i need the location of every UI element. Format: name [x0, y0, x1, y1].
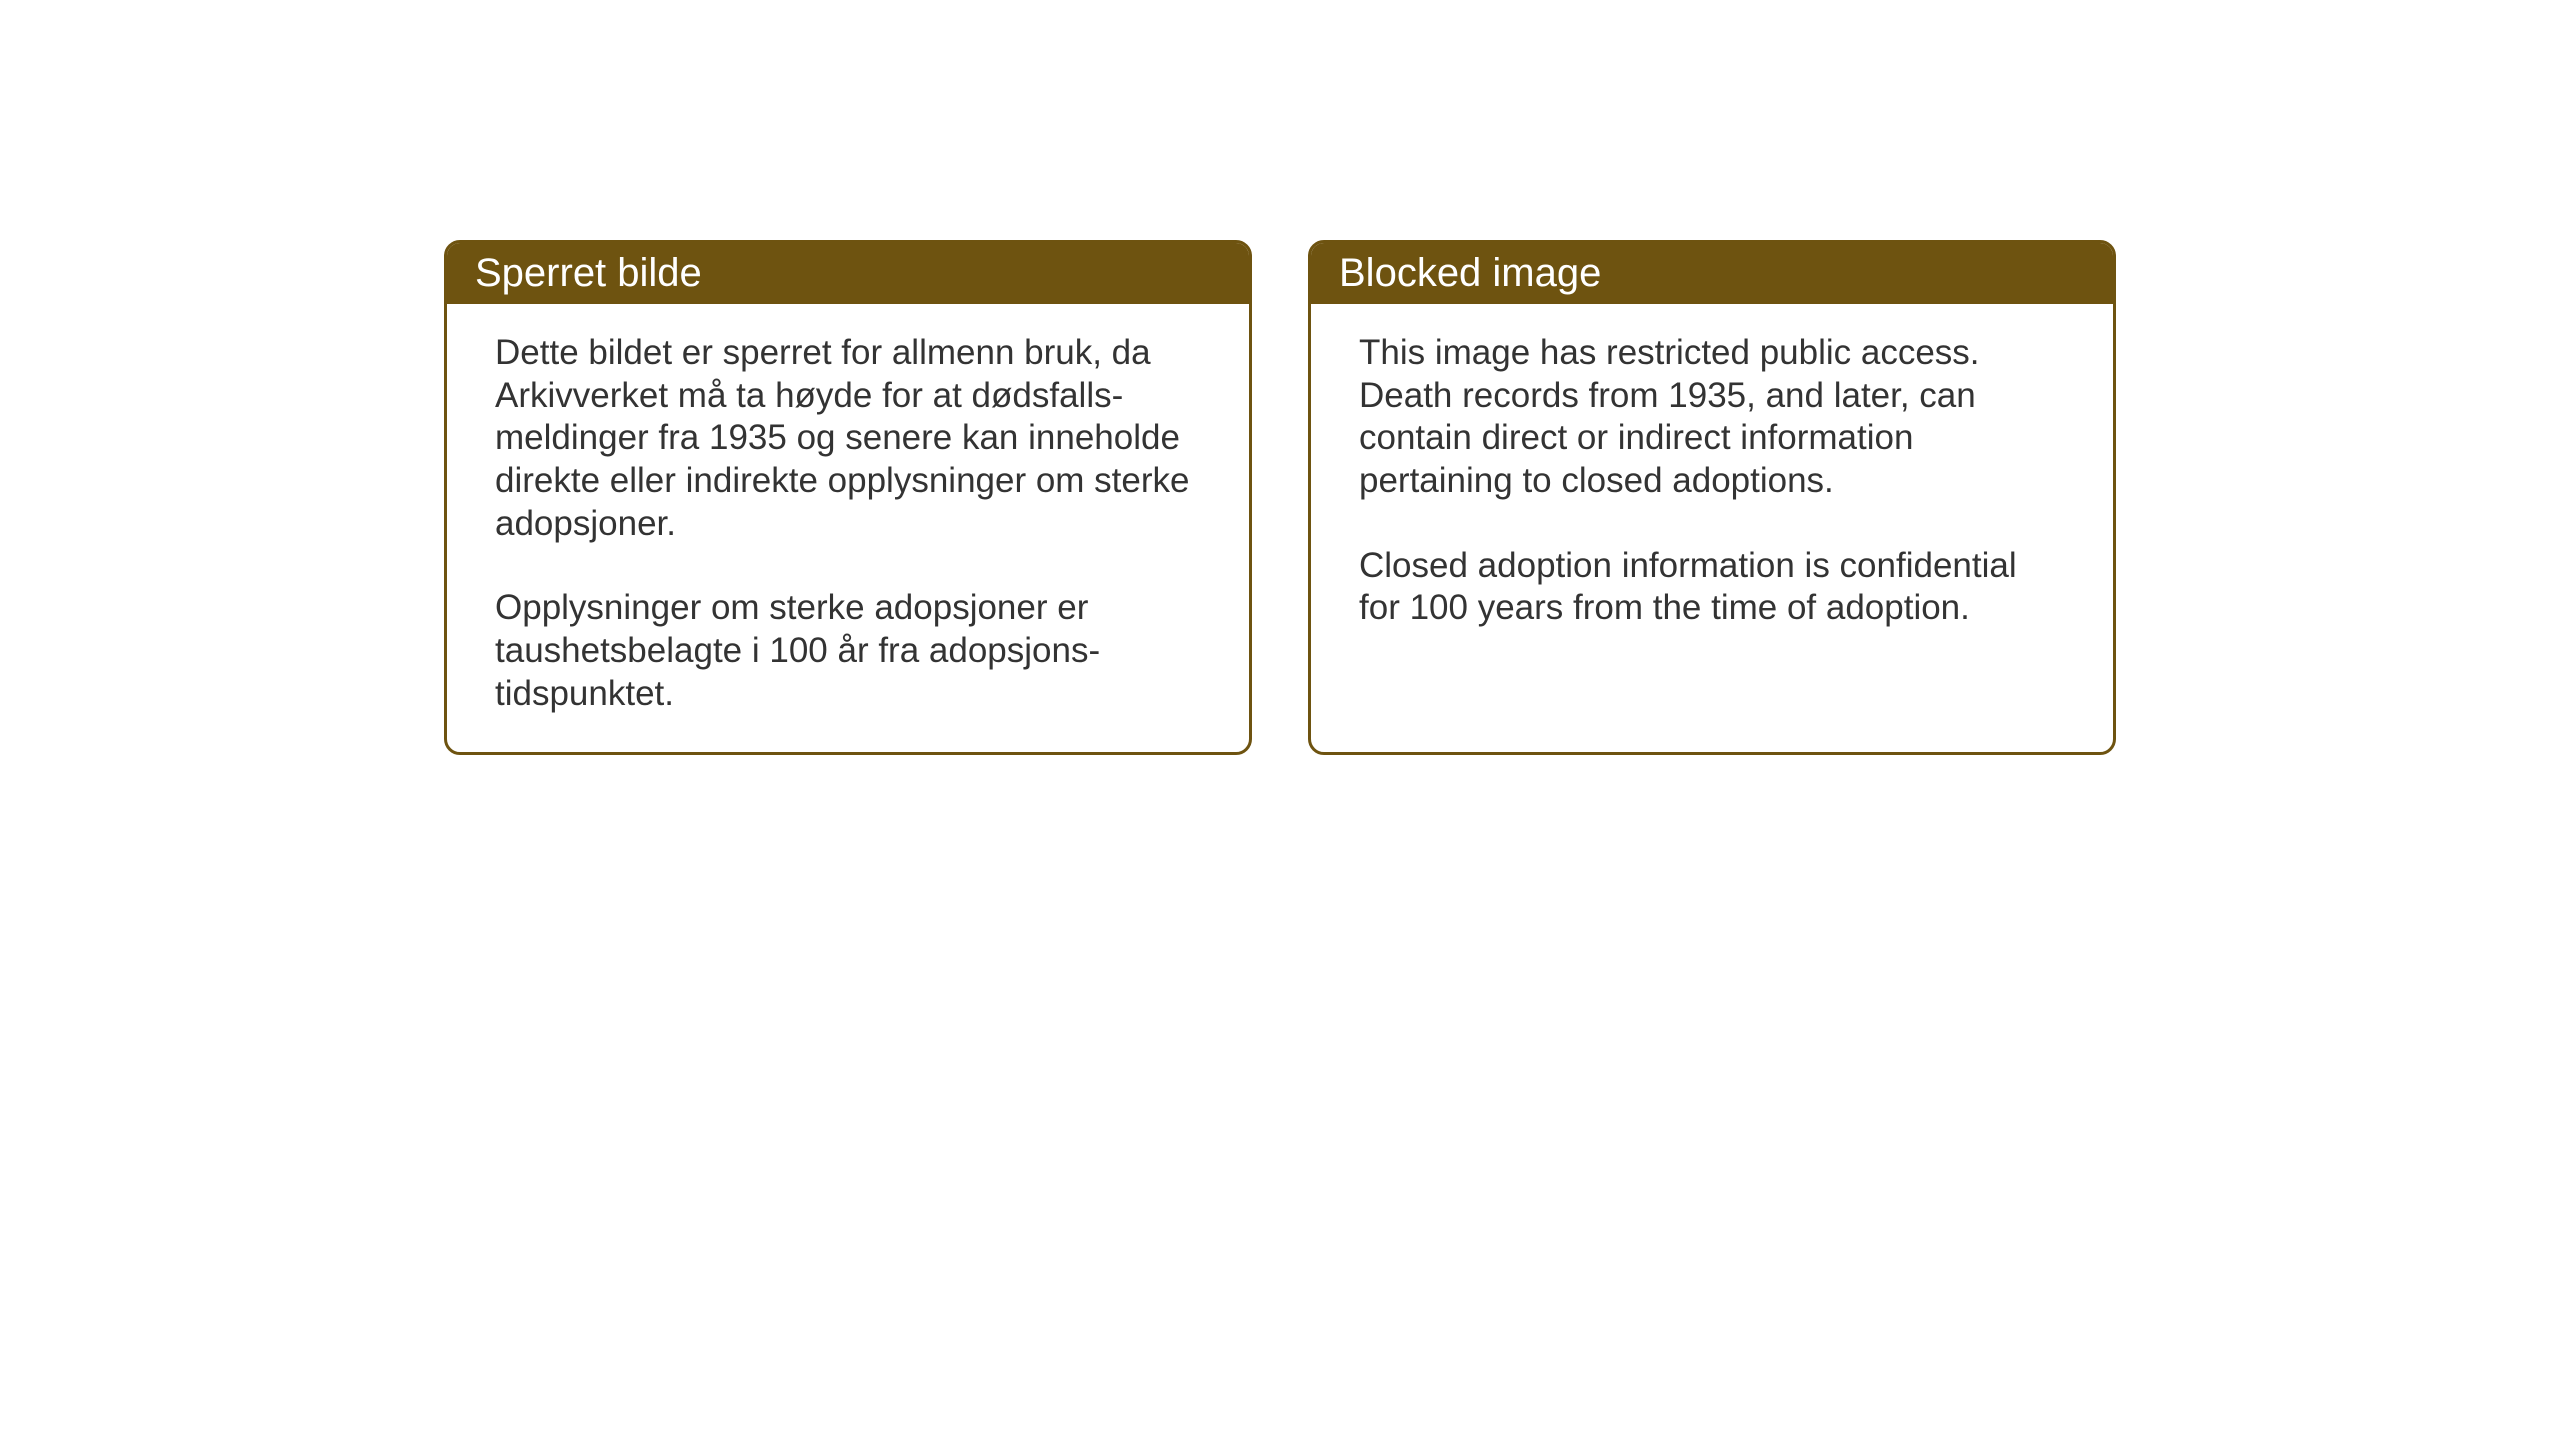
notice-paragraph-2-english: Closed adoption information is confident… — [1359, 545, 2065, 630]
notice-paragraph-2-norwegian: Opplysninger om sterke adopsjoner er tau… — [495, 587, 1201, 715]
notice-title-norwegian: Sperret bilde — [447, 243, 1249, 304]
notice-body-norwegian: Dette bildet er sperret for allmenn bruk… — [447, 304, 1249, 752]
notice-card-english: Blocked image This image has restricted … — [1308, 240, 2116, 755]
notice-paragraph-1-norwegian: Dette bildet er sperret for allmenn bruk… — [495, 332, 1201, 545]
notice-container: Sperret bilde Dette bildet er sperret fo… — [444, 240, 2116, 755]
notice-paragraph-1-english: This image has restricted public access.… — [1359, 332, 2065, 503]
notice-card-norwegian: Sperret bilde Dette bildet er sperret fo… — [444, 240, 1252, 755]
notice-body-english: This image has restricted public access.… — [1311, 304, 2113, 666]
notice-title-english: Blocked image — [1311, 243, 2113, 304]
